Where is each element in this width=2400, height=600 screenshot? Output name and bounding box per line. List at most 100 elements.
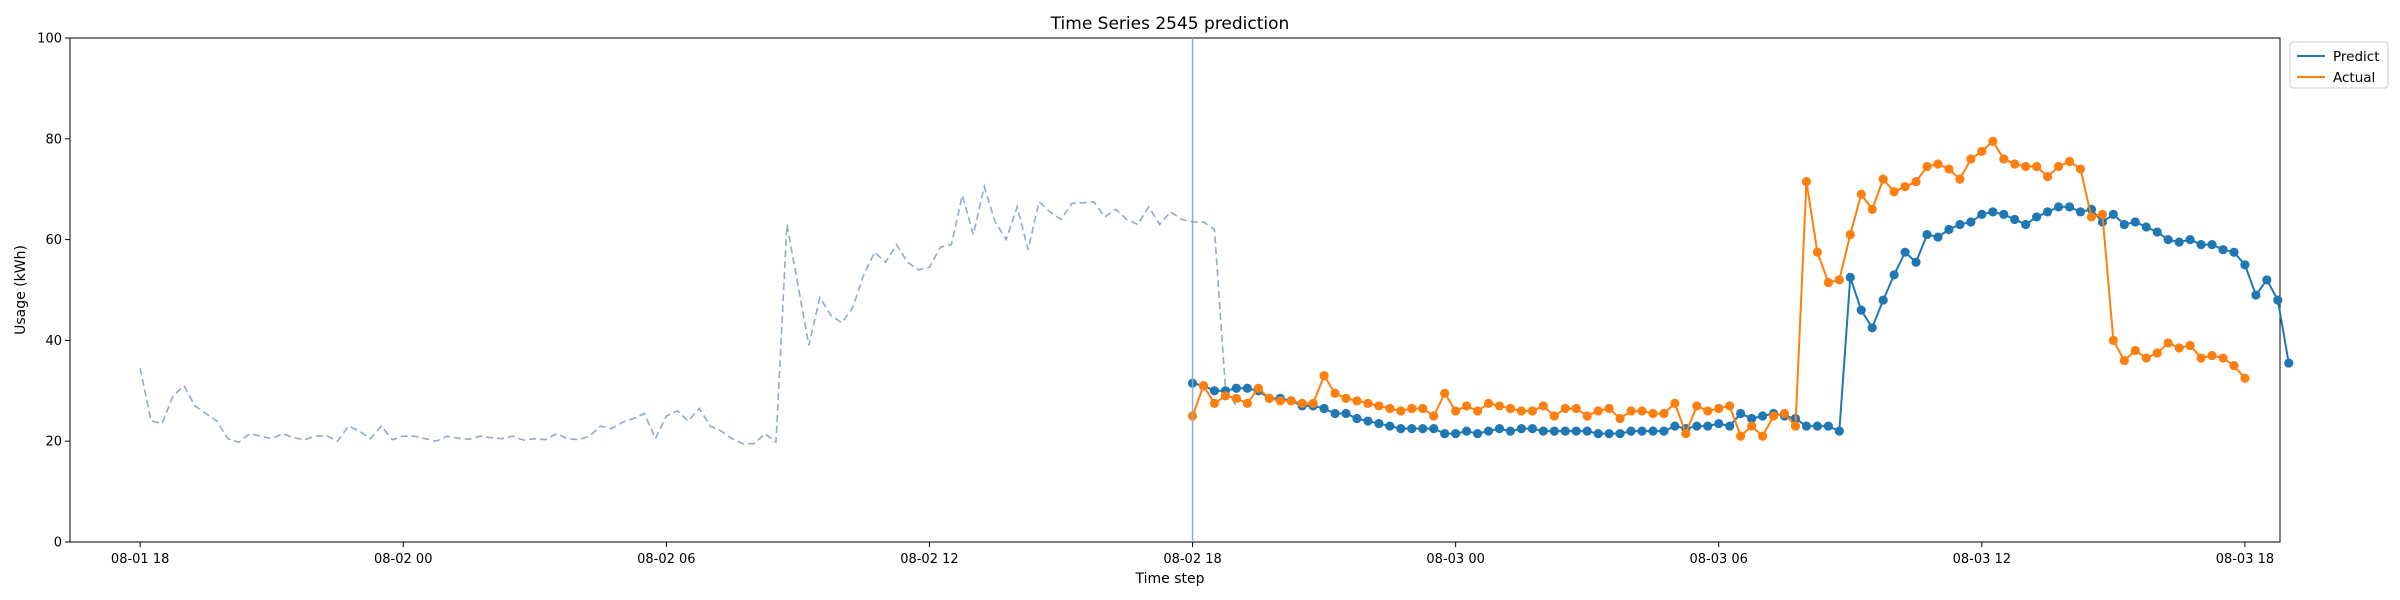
actual-point [1462, 401, 1472, 411]
y-tick-label: 40 [45, 334, 62, 349]
actual-point [1505, 403, 1516, 414]
predict-point [1549, 426, 1559, 436]
actual-point [2021, 161, 2031, 172]
actual-point [1878, 174, 1888, 184]
predict-point [1385, 421, 1395, 431]
predict-point [1527, 424, 1537, 434]
actual-point [1308, 398, 1318, 408]
legend-predict-label: Predict [2333, 49, 2380, 65]
actual-point [1703, 406, 1713, 416]
actual-point [1593, 406, 1603, 416]
actual-point [1867, 204, 1877, 214]
predict-point [2043, 207, 2053, 217]
predict-point [1472, 429, 1483, 439]
predict-point [2130, 217, 2140, 227]
actual-point [1429, 411, 1439, 421]
predict-point [1363, 416, 1373, 426]
actual-point [2141, 353, 2151, 363]
actual-point [1790, 421, 1801, 431]
y-tick-label: 20 [45, 435, 62, 450]
predict-point [2141, 222, 2151, 232]
predict-point [2273, 295, 2283, 305]
actual-point [2108, 335, 2118, 345]
y-tick-label: 80 [45, 132, 62, 147]
actual-point [2196, 353, 2206, 363]
predict-point [1242, 383, 1252, 393]
predict-point [2174, 237, 2184, 247]
predict-point [1725, 421, 1735, 431]
x-tick-label: 08-02 00 [374, 552, 432, 567]
predict-point [1593, 429, 1603, 439]
predict-point [1516, 424, 1527, 434]
y-axis-label: Usage (kWh) [13, 245, 29, 335]
predict-point [1582, 426, 1592, 436]
predict-layer [1187, 202, 2294, 439]
actual-point [1418, 403, 1428, 414]
predict-point [2108, 209, 2118, 219]
x-tick-label: 08-02 06 [637, 552, 695, 567]
predict-point [1462, 426, 1472, 436]
actual-point [1637, 406, 1647, 416]
actual-point [1999, 154, 2009, 164]
predict-point [1374, 418, 1384, 429]
predict-point [1231, 383, 1241, 393]
predict-point [1834, 426, 1844, 436]
actual-point [1582, 411, 1592, 421]
predict-point [1977, 209, 1987, 219]
predict-point [2218, 245, 2228, 255]
predict-point [1440, 429, 1450, 439]
actual-point [1516, 406, 1527, 416]
actual-point [2130, 345, 2140, 356]
actual-point [1275, 396, 1285, 406]
history-layer [139, 183, 1238, 445]
legend-actual-label: Actual [2333, 70, 2375, 86]
history-line [139, 183, 1238, 445]
predict-point [2229, 247, 2239, 257]
predict-point [1801, 421, 1812, 431]
predict-point [1396, 424, 1406, 434]
actual-point [1955, 174, 1965, 184]
actual-point [2032, 161, 2042, 172]
actual-point [1242, 398, 1252, 408]
actual-point [1472, 406, 1483, 416]
actual-point [1319, 371, 1329, 381]
x-tick-label: 08-03 18 [2216, 552, 2274, 567]
actual-point [1714, 403, 1724, 414]
actual-point [1352, 396, 1362, 406]
predict-point [1911, 257, 1921, 267]
actual-point [2053, 161, 2064, 172]
actual-point [1385, 403, 1395, 414]
predict-point [1418, 424, 1428, 434]
predict-point [1670, 421, 1680, 431]
actual-point [1768, 411, 1779, 421]
plot-border [69, 37, 2281, 543]
x-tick-label: 08-03 00 [1426, 552, 1484, 567]
predict-point [1692, 421, 1702, 431]
actual-point [2075, 164, 2086, 174]
predict-point [2021, 219, 2031, 230]
actual-point [1494, 401, 1505, 411]
predict-point [2251, 290, 2261, 300]
x-tick-label: 08-03 12 [1953, 552, 2011, 567]
actual-point [1374, 401, 1384, 411]
predict-point [1615, 429, 1625, 439]
actual-point [1692, 401, 1702, 411]
actual-point [1988, 136, 1998, 146]
predict-point [1757, 411, 1768, 421]
legend: Predict Actual [2289, 41, 2389, 89]
actual-point [1549, 411, 1559, 421]
actual-point [1747, 421, 1757, 431]
actual-point [2163, 338, 2173, 348]
actual-point [1966, 154, 1976, 164]
predict-point [2119, 219, 2129, 230]
actual-point [1922, 161, 1932, 172]
actual-point [1681, 429, 1691, 439]
predict-point [1999, 209, 2009, 219]
predict-point [2262, 275, 2272, 285]
actual-point [1834, 275, 1844, 285]
predict-point [2196, 240, 2206, 250]
actual-point [1264, 393, 1274, 403]
predict-point [1747, 413, 1757, 424]
predict-point [1823, 421, 1833, 431]
